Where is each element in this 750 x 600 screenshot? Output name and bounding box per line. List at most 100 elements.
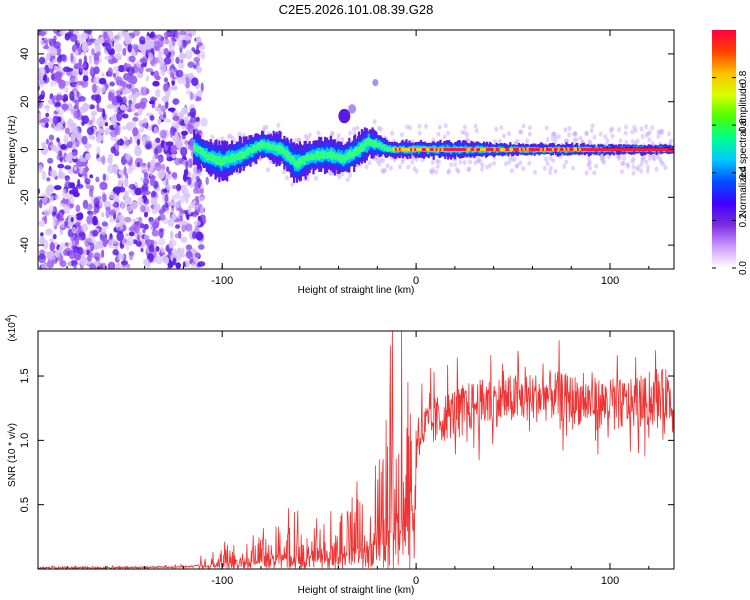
spectrogram-ridge-core bbox=[526, 148, 530, 151]
spectrogram-ridge-core bbox=[511, 148, 515, 151]
spectrogram-noise-speck bbox=[151, 229, 160, 237]
spectrogram-noise-speck bbox=[170, 85, 178, 91]
spectrogram-noise-speck bbox=[75, 83, 79, 90]
spectrogram-noise-speck bbox=[140, 63, 147, 68]
spectrogram-noise-speck bbox=[189, 115, 197, 124]
spectrogram-y-tick-label: 20 bbox=[19, 96, 31, 108]
spectrogram-noise-speck bbox=[191, 30, 197, 36]
spectrogram-noise-speck bbox=[85, 152, 91, 160]
spectrogram-noise-speck bbox=[154, 162, 162, 172]
spectrogram-noise-speck bbox=[64, 165, 72, 170]
spectrogram-noise-speck bbox=[125, 233, 129, 237]
spectrogram-faint-speck bbox=[617, 155, 622, 161]
spectrogram-noise-speck bbox=[116, 139, 125, 146]
spectrogram-noise-speck bbox=[130, 201, 138, 210]
spectrogram-noise-speck bbox=[142, 228, 146, 234]
spectrogram-noise-speck bbox=[41, 193, 48, 204]
spectrogram-noise-speck bbox=[163, 83, 169, 92]
spectrogram-noise-speck bbox=[84, 178, 91, 185]
spectrogram-noise-speck bbox=[54, 194, 60, 200]
spectrogram-ridge-core bbox=[612, 148, 616, 151]
spectrogram-faint-speck bbox=[499, 125, 504, 130]
spectrogram-noise-speck bbox=[56, 56, 63, 63]
spectrogram-faint-speck bbox=[527, 131, 532, 137]
spectrogram-noise-speck bbox=[41, 141, 47, 148]
spectrogram-ridge-core bbox=[404, 148, 408, 151]
spectrogram-noise-speck bbox=[55, 106, 61, 113]
spectrogram-ridge-core bbox=[643, 148, 647, 151]
spectrogram-ridge-core bbox=[478, 148, 482, 151]
spectrogram-faint-speck bbox=[548, 165, 553, 171]
spectrogram-noise-speck bbox=[161, 164, 166, 171]
spectrogram-noise-speck bbox=[120, 202, 126, 210]
spectrogram-noise-speck bbox=[95, 51, 101, 57]
spectrogram-noise-speck bbox=[123, 63, 132, 69]
spectrogram-noise-speck bbox=[145, 239, 149, 246]
spectrogram-noise-speck bbox=[48, 61, 54, 69]
spectrogram-noise-speck bbox=[164, 35, 169, 40]
spectrogram-noise-speck bbox=[101, 155, 106, 165]
spectrogram-faint-speck bbox=[528, 125, 532, 131]
spectrogram-y-tick-label: 0 bbox=[19, 146, 31, 152]
spectrogram-noise-speck bbox=[167, 107, 176, 112]
spectrogram-faint-speck bbox=[587, 156, 592, 162]
spectrogram-noise-speck bbox=[73, 191, 80, 198]
spectrogram-faint-speck bbox=[525, 138, 530, 144]
spectrogram-ridge-core bbox=[437, 148, 441, 151]
spectrogram-noise-speck bbox=[165, 202, 169, 209]
spectrogram-ridge-core bbox=[453, 148, 457, 151]
spectrogram-noise-speck bbox=[116, 96, 123, 104]
spectrogram-noise-speck bbox=[74, 99, 79, 107]
spectrogram-noise-speck bbox=[71, 226, 77, 234]
spectrogram-faint-speck bbox=[527, 160, 532, 166]
spectrogram-noise-speck bbox=[180, 236, 188, 243]
spectrogram-noise-speck bbox=[92, 230, 99, 237]
spectrogram-noise-speck bbox=[105, 206, 111, 211]
spectrogram-blob bbox=[338, 108, 351, 124]
spectrogram-noise-speck bbox=[40, 90, 46, 99]
spectrogram-noise-speck bbox=[38, 100, 43, 109]
spectrogram-faint-speck bbox=[378, 157, 383, 163]
spectrogram-noise-speck bbox=[194, 252, 201, 258]
spectrogram-noise-speck bbox=[191, 261, 195, 269]
spectrogram-noise-speck bbox=[72, 143, 77, 151]
spectrogram-noise-speck bbox=[56, 122, 63, 130]
spectrogram-noise-speck bbox=[60, 144, 67, 150]
spectrogram-noise-speck bbox=[198, 244, 205, 250]
colorbar-tick-label: 0.4 bbox=[738, 165, 749, 179]
spectrogram-noise-speck bbox=[74, 237, 80, 246]
spectrogram-faint-speck bbox=[624, 139, 629, 145]
spectrogram-noise-speck bbox=[194, 206, 198, 211]
spectrogram-noise-speck bbox=[79, 157, 87, 163]
spectrogram-ridge-core bbox=[637, 148, 641, 151]
spectrogram-faint-speck bbox=[640, 134, 645, 139]
spectrogram-faint-speck bbox=[364, 164, 369, 170]
spectrogram-noise-speck bbox=[128, 94, 137, 100]
spectrogram-ridge-core bbox=[480, 148, 484, 151]
spectrogram-faint-speck bbox=[644, 124, 649, 130]
spectrogram-noise-speck bbox=[69, 91, 75, 101]
spectrogram-noise-speck bbox=[46, 52, 51, 61]
spectrogram-x-tick-label: -100 bbox=[211, 275, 233, 287]
spectrogram-noise-speck bbox=[121, 260, 128, 266]
spectrogram-noise-speck bbox=[128, 226, 135, 232]
spectrogram-noise-speck bbox=[101, 249, 105, 258]
spectrogram-faint-speck bbox=[497, 138, 502, 144]
spectrogram-noise-speck bbox=[132, 127, 139, 137]
spectrogram-noise-speck bbox=[127, 167, 133, 175]
spectrogram-faint-speck bbox=[480, 162, 485, 168]
spectrogram-noise-speck bbox=[187, 61, 195, 68]
spectrogram-noise-speck bbox=[86, 214, 93, 225]
spectrogram-ridge-core bbox=[666, 148, 670, 151]
spectrogram-noise-speck bbox=[106, 42, 112, 53]
spectrogram-faint-speck bbox=[656, 133, 661, 139]
spectrogram-faint-speck bbox=[548, 170, 553, 176]
spectrogram-noise-speck bbox=[159, 58, 164, 67]
spectrogram-faint-speck bbox=[316, 130, 321, 136]
spectrogram-noise-speck bbox=[136, 234, 140, 243]
spectrogram-noise-speck bbox=[115, 262, 121, 269]
spectrogram-faint-speck bbox=[434, 169, 439, 175]
spectrogram-noise-speck bbox=[152, 155, 156, 160]
spectrogram-faint-speck bbox=[389, 165, 393, 171]
